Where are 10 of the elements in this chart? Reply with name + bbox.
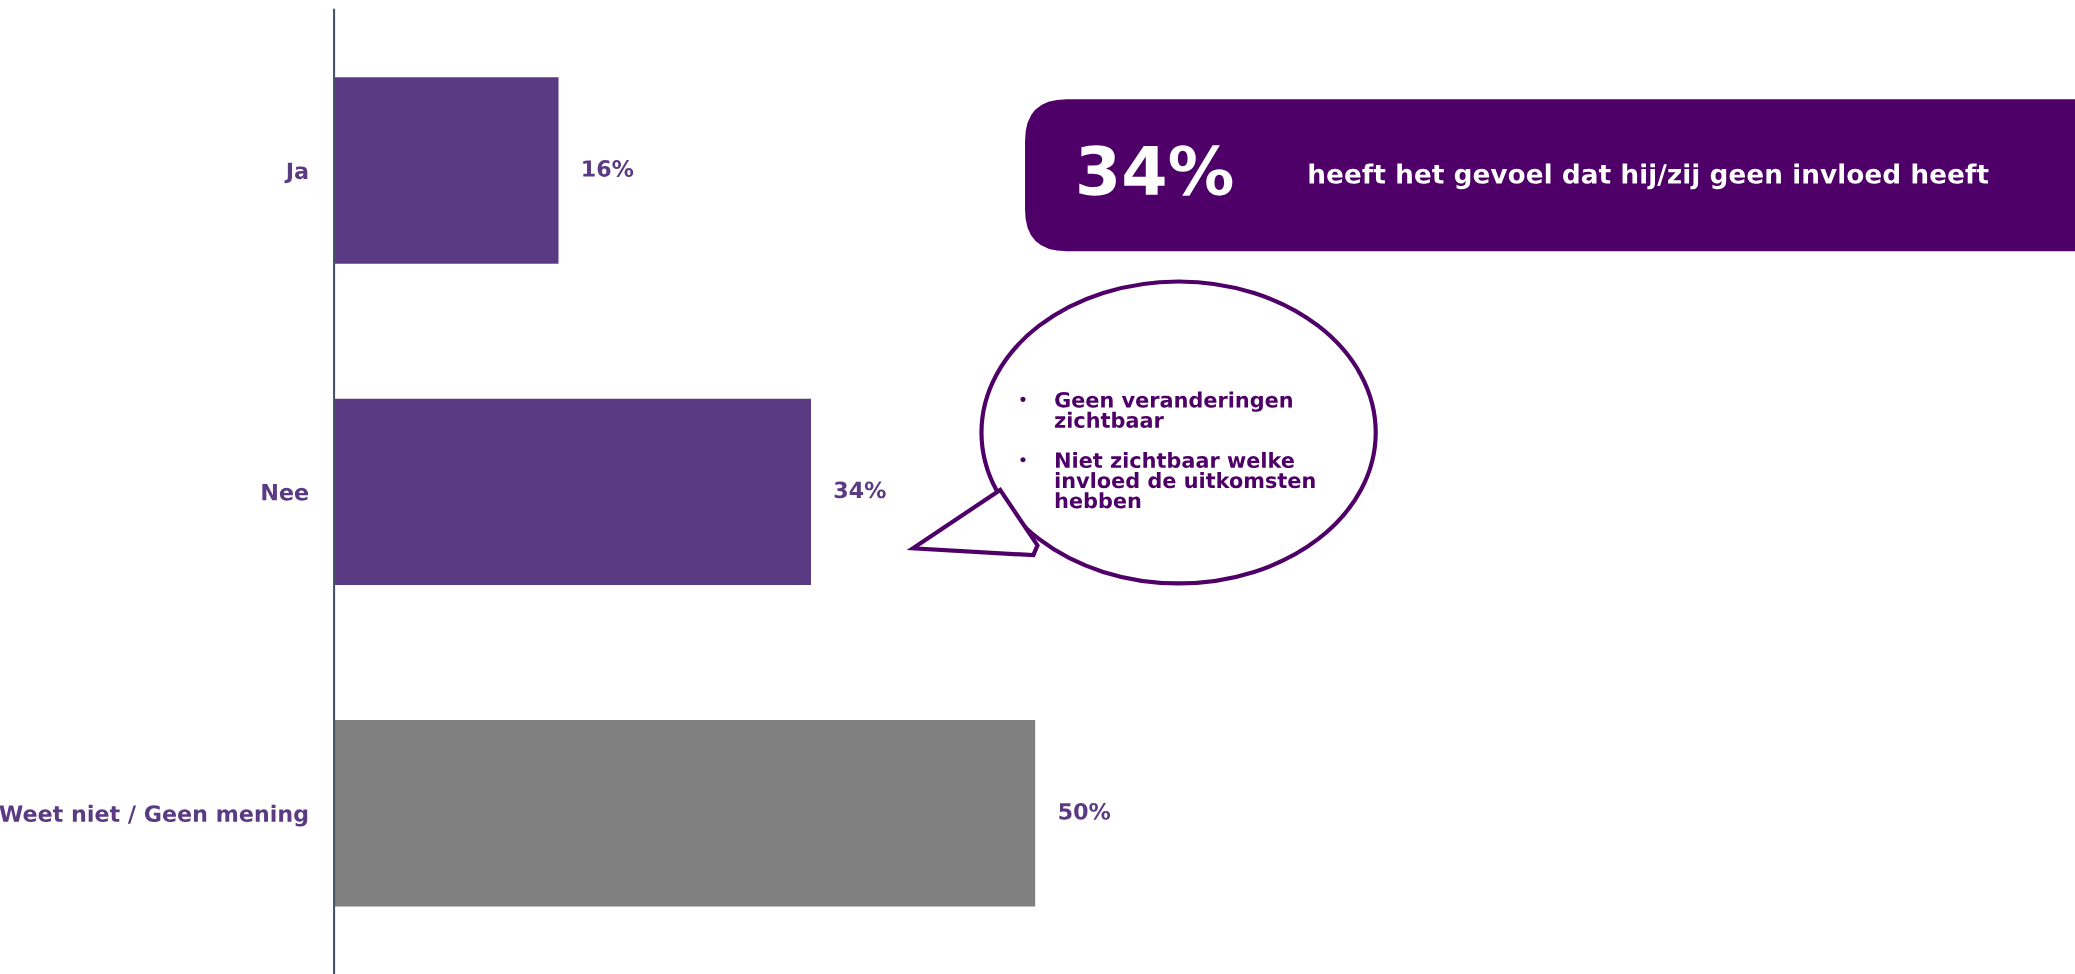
data-label: 34% (834, 481, 886, 499)
text: Niet zichtbaar welke invloed de uitkomsten hebben (1055, 451, 1315, 509)
y-tick-label: Nee (262, 484, 308, 501)
y-tick-label: Ja (284, 162, 308, 184)
data-label: 50% (1059, 802, 1111, 820)
text: heeft het gevoel dat hij/zij geen invloed heeft (1309, 163, 1989, 190)
y-tick-label: Weet niet / Geen mening (0, 804, 308, 827)
data-label: 16% (583, 160, 634, 177)
text: Geen veranderingen zichtbaar (1055, 391, 1292, 428)
text: 34% (1079, 145, 1233, 196)
